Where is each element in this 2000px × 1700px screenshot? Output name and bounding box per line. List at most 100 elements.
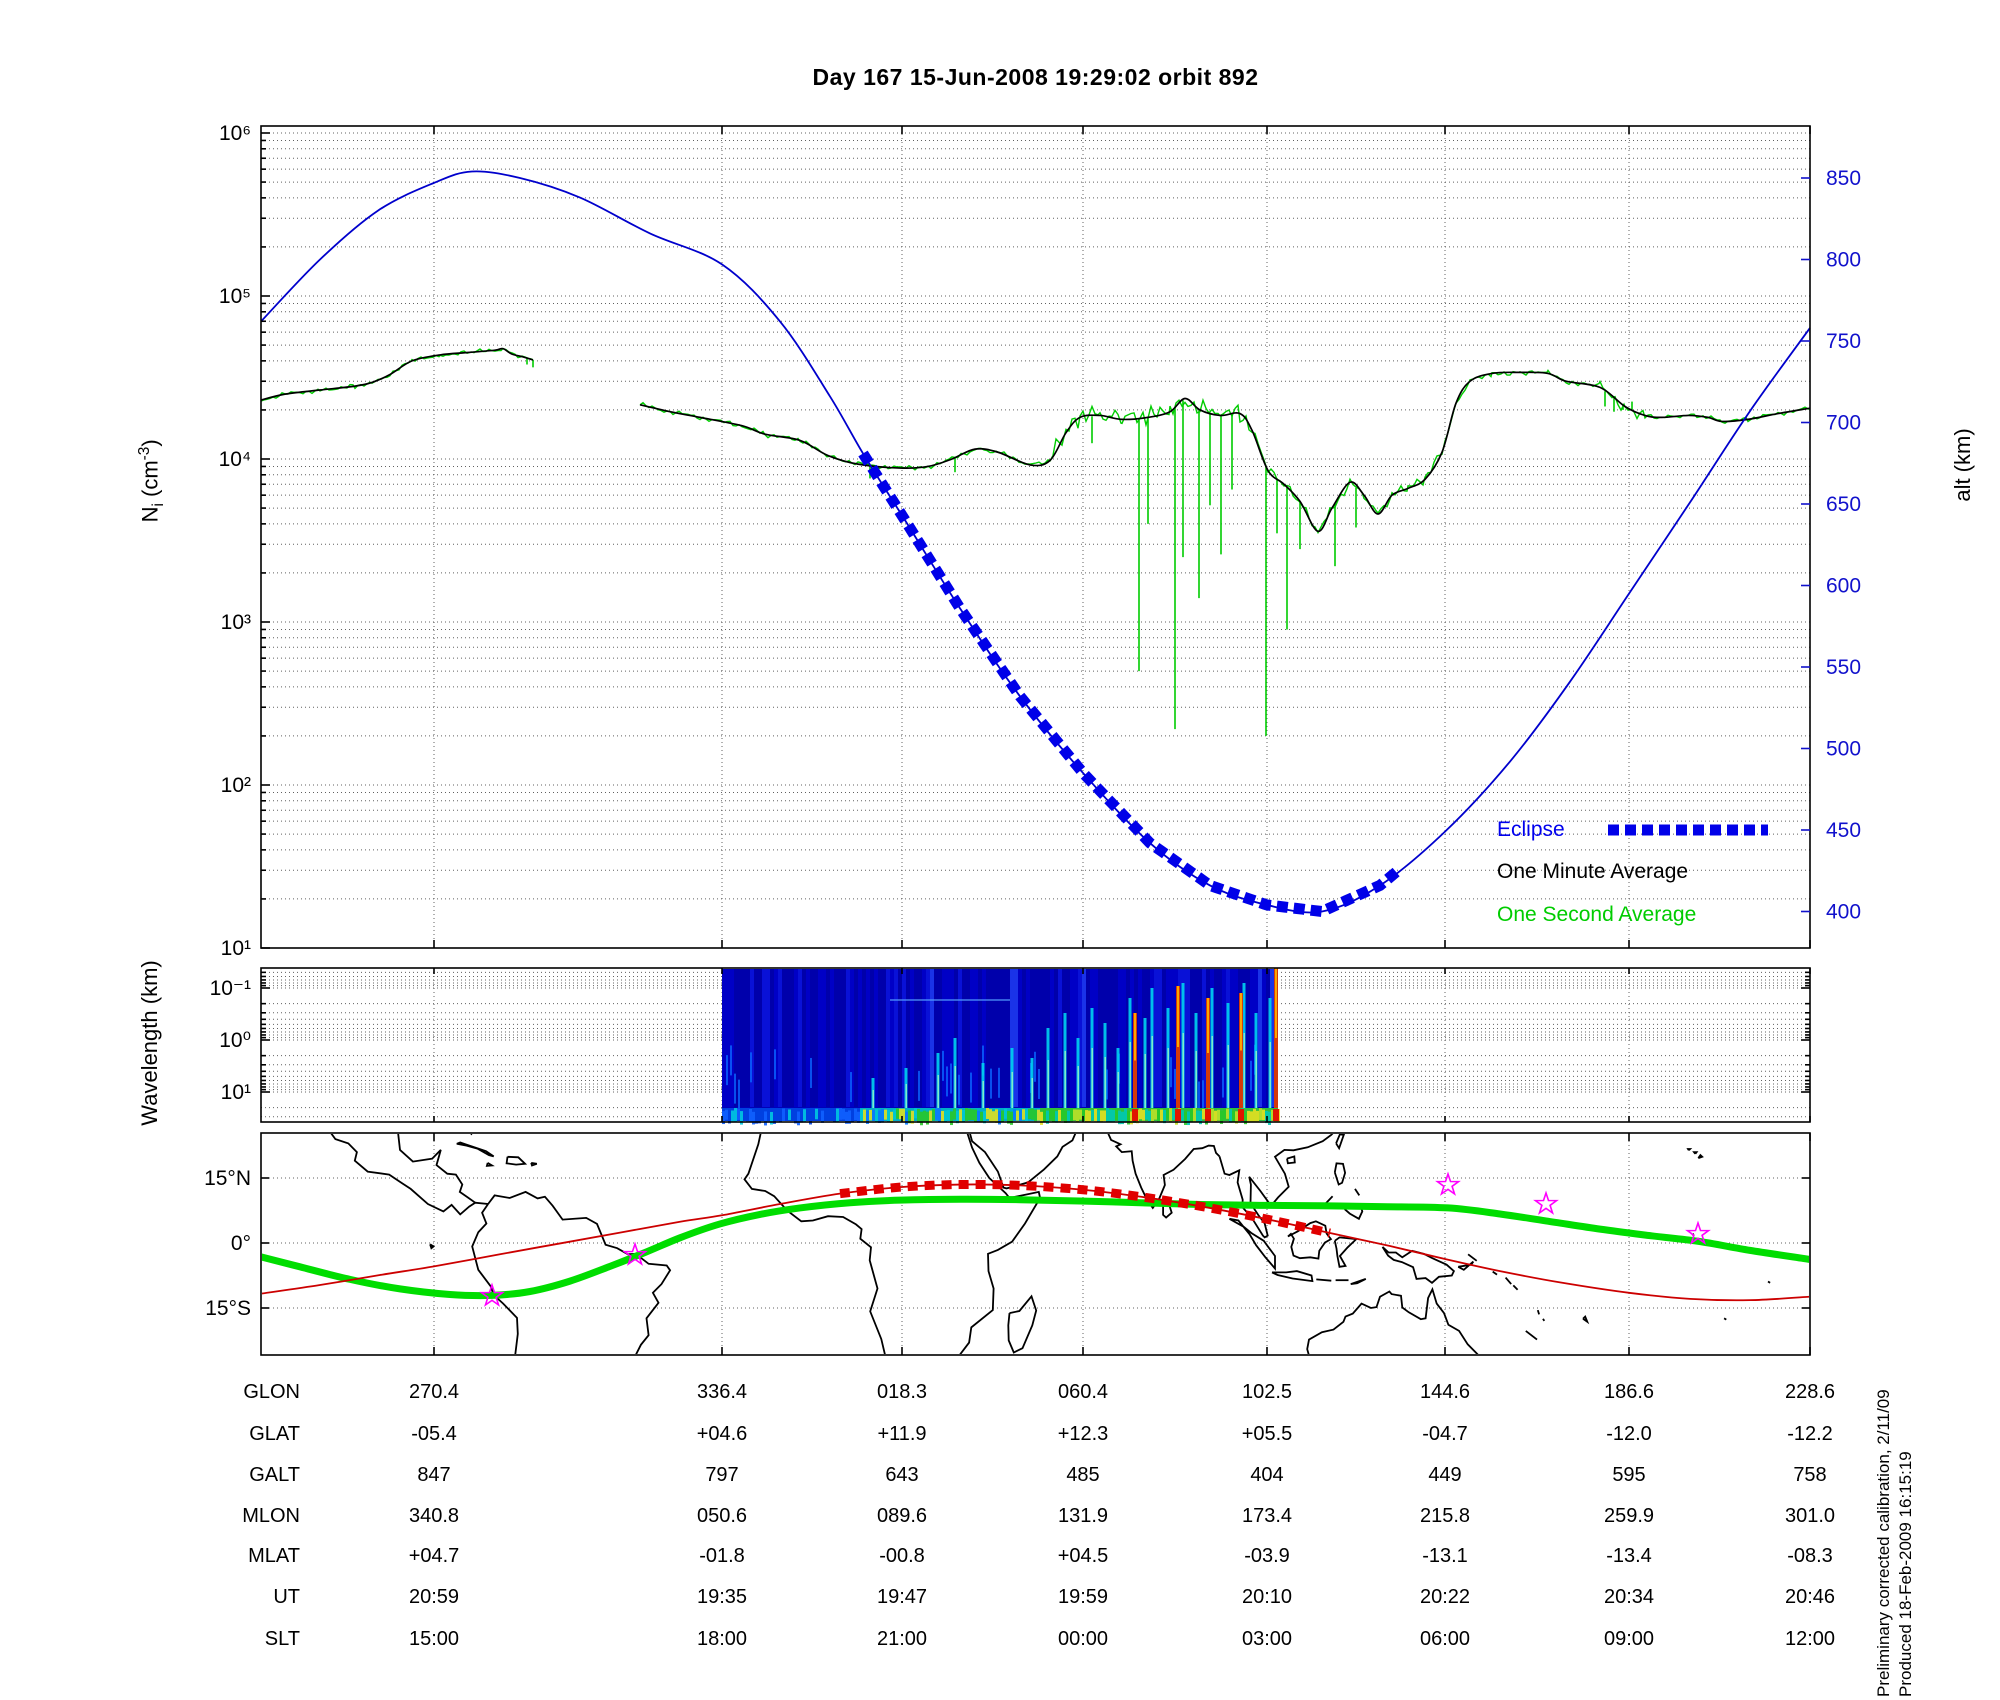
coastline	[1582, 1315, 1590, 1325]
coastline	[1467, 1253, 1478, 1262]
table-cell-mlat: -03.9	[1244, 1545, 1290, 1567]
spectrogram	[722, 968, 1280, 1126]
table-cell-slt: 03:00	[1241, 1628, 1293, 1650]
wavelength-axis-label: Wavelength (km)	[137, 960, 162, 1126]
table-cell-slt: 12:00	[1784, 1628, 1836, 1650]
table-cell-ut: 20:22	[1419, 1586, 1471, 1608]
coastline	[330, 1134, 489, 1216]
table-cell-glat: +12.3	[1057, 1423, 1109, 1445]
tick-label: 800	[1826, 249, 1861, 272]
legend-eclipse: Eclipse	[1497, 818, 1565, 841]
density-axis-label-end: )	[137, 439, 163, 447]
tick-label: 650	[1826, 493, 1861, 516]
table-cell-ut: 19:35	[696, 1586, 748, 1608]
table-cell-mlat: -08.3	[1787, 1545, 1833, 1567]
table-cell-ut: 19:47	[876, 1586, 928, 1608]
table-cell-mlon: 259.9	[1603, 1505, 1655, 1527]
table-row-label: GLAT	[249, 1423, 300, 1445]
table-cell-galt: 449	[1428, 1464, 1462, 1486]
table-cell-ut: 20:46	[1784, 1586, 1836, 1608]
coastline	[1228, 1217, 1276, 1271]
coastline	[1686, 1148, 1693, 1151]
coastline	[1697, 1153, 1704, 1159]
coastline	[1723, 1317, 1727, 1321]
one-second-average-trace	[260, 347, 534, 402]
ground-station-star	[622, 1241, 648, 1266]
coastline	[1007, 1294, 1038, 1354]
coastline	[1536, 1309, 1540, 1315]
tick-label: 10³	[221, 611, 251, 634]
density-axis-label-sub: i	[149, 503, 167, 507]
coastline	[1381, 1246, 1456, 1284]
table-cell-mlon: 301.0	[1784, 1505, 1836, 1527]
tick-label: 10¹	[221, 1081, 251, 1104]
table-cell-galt: 404	[1250, 1464, 1284, 1486]
table-cell-mlon: 173.4	[1241, 1505, 1293, 1527]
table-cell-slt: 06:00	[1419, 1628, 1471, 1650]
ground-station-star	[1435, 1171, 1461, 1196]
coastline	[969, 1134, 1077, 1190]
coastline	[743, 1134, 886, 1354]
coastline	[1457, 1260, 1475, 1271]
ground-track-eclipse-segment	[839, 1179, 1331, 1238]
table-cell-glat: -12.0	[1606, 1423, 1652, 1445]
table-cell-ut: 19:59	[1057, 1586, 1109, 1608]
legend-one-second-average: One Second Average	[1497, 903, 1697, 926]
table-cell-glon: 018.3	[876, 1381, 928, 1403]
coastline	[1350, 1278, 1367, 1285]
table-cell-glat: -12.2	[1787, 1423, 1833, 1445]
coastline	[1333, 1162, 1347, 1186]
tick-label: 550	[1826, 656, 1861, 679]
table-cell-mlon: 050.6	[696, 1505, 748, 1527]
one-minute-average-trace	[639, 371, 1811, 533]
table-cell-glat: +04.6	[696, 1423, 748, 1445]
coastline	[471, 1203, 519, 1354]
coastline	[1316, 1278, 1332, 1282]
coastline	[1767, 1280, 1771, 1284]
table-cell-glat: +11.9	[877, 1423, 927, 1445]
coastline	[959, 1134, 1042, 1354]
table-cell-glat: -05.4	[411, 1423, 457, 1445]
magnetic-equator-track	[262, 1195, 1809, 1300]
world-map	[262, 1134, 1809, 1354]
table-cell-glat: -04.7	[1422, 1423, 1468, 1445]
tick-label: 600	[1826, 575, 1861, 598]
tick-label: 750	[1826, 330, 1861, 353]
tick-label: 10⁰	[219, 1029, 251, 1052]
coastline	[1286, 1155, 1296, 1165]
table-cell-mlon: 340.8	[408, 1505, 460, 1527]
table-cell-galt: 595	[1612, 1464, 1646, 1486]
coastline	[1512, 1284, 1519, 1291]
coastline	[1333, 1236, 1359, 1268]
tick-label: 10⁵	[219, 285, 251, 308]
footer-produced-timestamp: Produced 18-Feb-2009 16:15:19	[1896, 1451, 1915, 1697]
tick-label: 15°N	[204, 1167, 251, 1190]
coastline	[1692, 1151, 1699, 1155]
gridlines	[261, 126, 1810, 1355]
table-cell-mlon: 215.8	[1419, 1505, 1471, 1527]
table-cell-glon: 228.6	[1784, 1381, 1836, 1403]
tick-label: 10⁶	[219, 122, 251, 145]
table-cell-galt: 643	[885, 1464, 919, 1486]
tick-label: 10⁻¹	[210, 977, 251, 1000]
table-cell-glon: 186.6	[1603, 1381, 1655, 1403]
table-cell-mlat: -13.4	[1606, 1545, 1652, 1567]
tick-label: 500	[1826, 738, 1861, 761]
table-cell-slt: 21:00	[876, 1628, 928, 1650]
footer-calibration-note: Preliminary corrected calibration, 2/11/…	[1874, 1389, 1893, 1697]
table-cell-glon: 060.4	[1057, 1381, 1109, 1403]
one-minute-average-trace	[260, 347, 534, 401]
tick-label: 10²	[221, 774, 251, 797]
table-row-label: SLT	[264, 1628, 300, 1650]
table-cell-slt: 18:00	[696, 1628, 748, 1650]
table-cell-slt: 09:00	[1603, 1628, 1655, 1650]
tick-label: 850	[1826, 167, 1861, 190]
coastline	[1504, 1277, 1512, 1285]
axes	[260, 125, 1811, 1356]
table-cell-slt: 15:00	[408, 1628, 460, 1650]
tick-label: 15°S	[205, 1297, 251, 1320]
table-row-label: GALT	[249, 1464, 300, 1486]
table-row-label: UT	[273, 1586, 300, 1608]
